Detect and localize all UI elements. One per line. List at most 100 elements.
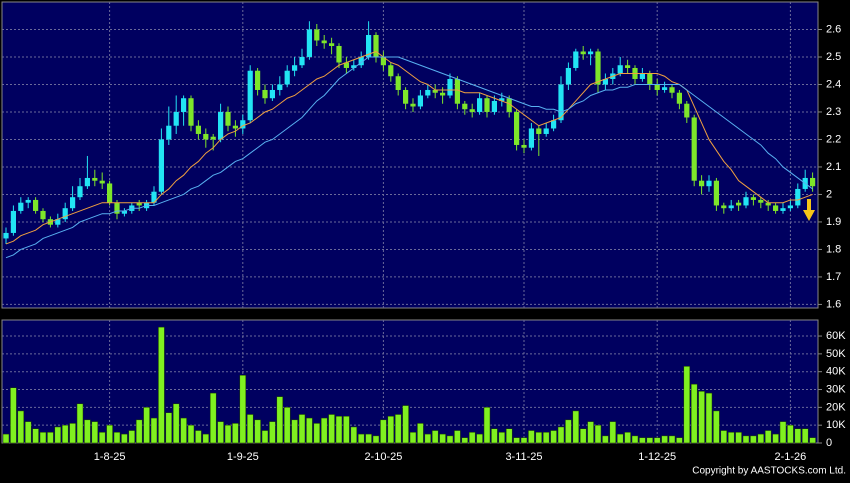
volume-bar [735,432,742,444]
candle-body [55,219,61,225]
volume-bar [616,433,624,444]
candle-body [491,100,497,112]
candle-body [262,89,268,99]
volume-bar [239,375,247,444]
candle-body [336,45,342,63]
volume-bar [417,423,424,444]
candle-body [639,73,645,79]
volume-bar [505,428,513,444]
x-tick-label: 1-9-25 [227,451,259,463]
candle-body [447,78,453,96]
candle-body [380,56,386,66]
candle-body [469,109,475,112]
candle-body [425,89,431,96]
volume-bar [631,435,639,444]
candle-body [676,92,682,104]
y-tick-label: 1.6 [826,298,841,310]
volume-bar [424,433,432,444]
y-tick-label: 1.7 [826,271,841,283]
candle-body [136,202,142,206]
volume-bar [535,432,543,444]
candle-body [107,183,113,203]
candle-body [62,208,68,220]
volume-bar [143,407,150,444]
volume-bar [624,432,631,444]
volume-bar [313,423,321,444]
volume-bar [750,435,757,444]
candle-body [121,210,127,214]
candle-body [166,125,172,140]
y-tick-label: 0 [826,437,832,449]
candle-body [314,29,320,41]
candle-body [92,177,98,181]
candle-body [750,197,756,200]
volume-bar [476,433,483,444]
volume-bar [158,326,165,444]
candle-body [588,51,594,55]
y-tick-label: 2.5 [826,51,841,63]
volume-bar [47,432,54,444]
volume-bar [76,403,84,444]
candle-body [787,205,793,209]
volume-bar [542,432,550,444]
volume-bar [468,432,476,444]
candle-body [210,136,216,140]
volume-bar [587,421,594,444]
candle-body [580,51,586,55]
candle-body [277,84,283,90]
volume-bar [121,433,128,444]
volume-bar [202,433,210,444]
candle-body [269,89,275,99]
volume-bar [609,421,617,444]
volume-bar [2,433,10,444]
candle-body [232,125,238,129]
copyright: Copyright by AASTOCKS.com Ltd. [692,466,846,477]
candle-body [728,205,734,209]
volume-bar [757,433,765,444]
candle-body [77,186,83,198]
x-tick-label: 1-8-25 [94,451,126,463]
candle-body [617,65,623,74]
volume-bar [720,430,728,444]
volume-bar [809,437,816,444]
volume-bar [180,417,187,444]
volume-bar [84,419,91,444]
plot-layer: 1-8-25 1-9-25 2-10-25 3-11-25 1-12-25 2-1-26 1… [2,2,846,463]
volume-bar [283,407,291,444]
candle-body [699,180,705,187]
candle-body [114,202,120,214]
volume-bar [801,428,809,444]
volume-bar [431,430,439,444]
candle-body [410,103,416,107]
y-tick-label: 50K [826,348,846,360]
volume-bar [772,433,779,444]
volume-bar [513,437,520,444]
candle-body [454,78,460,104]
candle-body [366,34,372,57]
candle-body [151,191,157,203]
candle-body [40,210,46,220]
candle-body [506,98,512,112]
candle-body [158,139,164,192]
candle-body [558,84,564,121]
volume-bar [365,433,372,444]
candle-body [765,202,771,206]
volume-bar [350,426,358,444]
volume-bar [483,407,491,444]
volume-bar [172,403,180,444]
volume-bar [394,414,402,444]
candle-body [551,120,557,129]
volume-bar [380,419,387,444]
candle-body [573,51,579,68]
volume-bar [565,419,572,444]
volume-bar [387,416,395,444]
volume-bar [698,391,705,444]
volume-bar [491,428,498,444]
volume-bar [446,435,454,444]
candle-body [403,89,409,104]
candle-body [10,210,16,233]
candle-body [284,70,290,85]
candle-body [795,188,801,206]
volume-bar [579,428,587,444]
candle-body [602,78,608,85]
